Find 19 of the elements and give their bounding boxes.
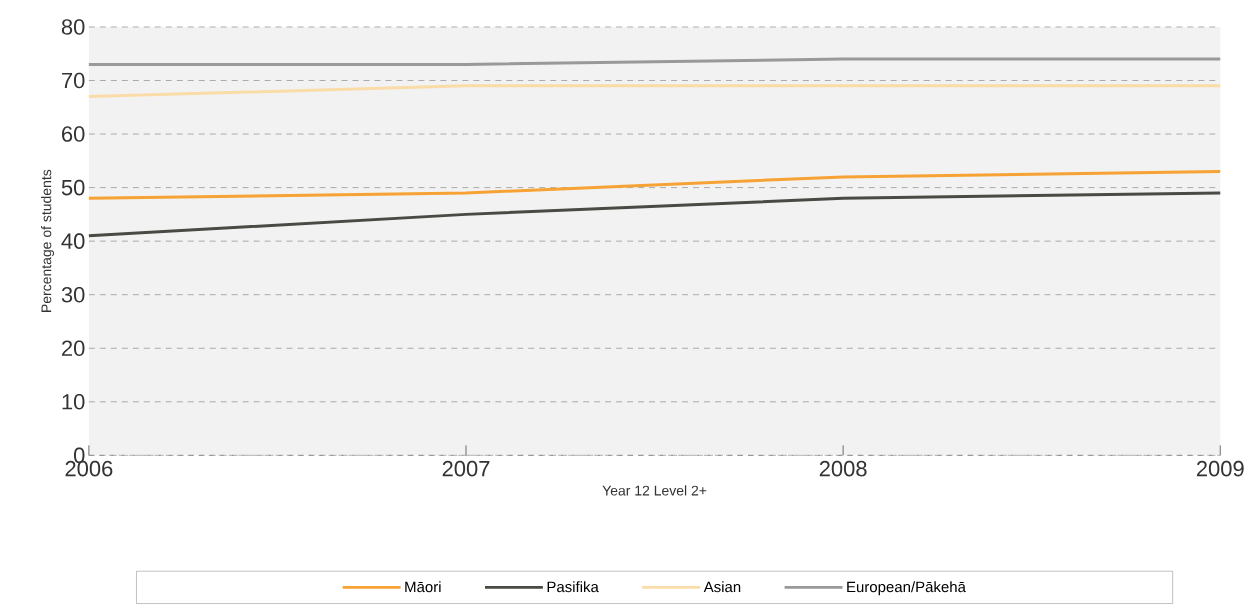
y-tick-label: 30 [61, 286, 85, 303]
y-tick-label: 70 [62, 72, 85, 89]
line-series [87, 169, 1222, 200]
y-tick-label: 60 [62, 126, 85, 142]
x-tick-label: 2009 [1196, 460, 1244, 477]
x-tick-label: 2008 [819, 460, 867, 477]
y-axis-title: Percentage of students [41, 169, 55, 312]
legend-label: Māori [405, 581, 441, 593]
y-tick-label: 20 [62, 340, 85, 356]
y-tick-label: 40 [61, 233, 85, 249]
legend-label: European/Pākehā [847, 581, 966, 596]
legend-label: Pasifika [547, 581, 599, 593]
y-tick-label: 10 [62, 393, 85, 410]
y-tick-label: 50 [61, 179, 85, 196]
y-tick-label: 80 [61, 19, 85, 35]
legend-label: Asian [703, 581, 741, 593]
line-series [87, 191, 1222, 238]
x-axis-title: Year 12 Level 2+ [602, 485, 707, 496]
x-tick-label: 2007 [442, 460, 490, 477]
